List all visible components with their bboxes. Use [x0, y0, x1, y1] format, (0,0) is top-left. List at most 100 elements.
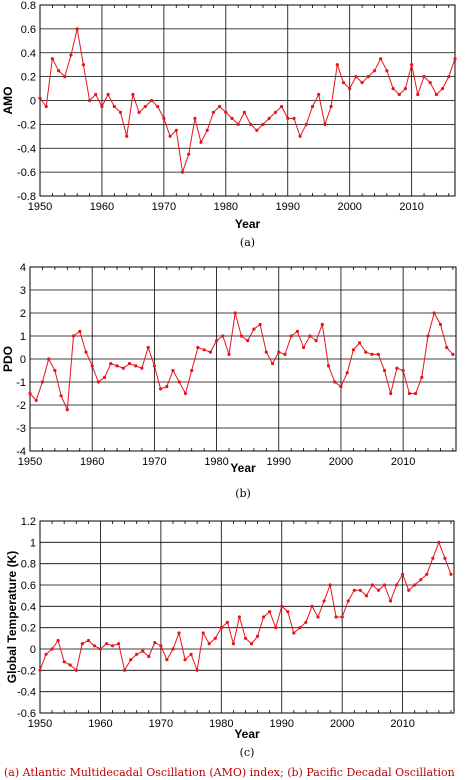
data-point: [339, 385, 343, 389]
data-point: [351, 348, 355, 352]
data-point: [388, 599, 393, 603]
data-point: [71, 334, 76, 338]
panel-label-a: (a): [240, 236, 255, 249]
figure-caption: (a) Atlantic Multidecadal Oscillation (A…: [4, 766, 455, 779]
grid: [30, 267, 456, 451]
y-tick-label: 0.2: [21, 623, 36, 635]
data-point: [304, 122, 308, 126]
data-point: [230, 116, 234, 120]
data-point: [360, 81, 364, 85]
series-amo: [38, 27, 457, 174]
data-point: [333, 380, 337, 384]
data-point: [397, 92, 401, 97]
data-point: [403, 87, 407, 91]
data-point: [372, 69, 377, 73]
data-point: [310, 104, 315, 109]
data-point: [320, 322, 324, 327]
data-point: [34, 398, 38, 402]
data-point: [261, 122, 265, 126]
data-point: [121, 366, 125, 370]
data-point: [310, 604, 314, 608]
data-point: [165, 658, 169, 662]
data-point: [246, 339, 250, 343]
data-point: [159, 644, 163, 648]
x-tick-label: 2000: [337, 201, 361, 213]
data-point: [63, 75, 67, 79]
data-point: [38, 668, 42, 672]
x-tick-label: 2010: [390, 718, 414, 730]
grid: [40, 521, 454, 713]
data-point: [416, 92, 420, 97]
data-point: [110, 644, 115, 648]
data-point: [44, 104, 48, 109]
data-point: [274, 626, 278, 630]
data-point: [264, 350, 268, 354]
y-tick-label: 3: [20, 285, 26, 297]
data-point: [370, 352, 374, 356]
data-point: [258, 322, 262, 327]
data-point: [273, 110, 277, 114]
y-tick-label: 0.4: [21, 601, 36, 613]
data-point: [135, 652, 139, 656]
x-tick-label: 2010: [391, 456, 415, 468]
data-point: [292, 116, 296, 120]
data-point: [109, 362, 113, 366]
data-point: [183, 391, 188, 396]
data-point: [193, 116, 197, 120]
data-point: [267, 116, 271, 120]
data-point: [364, 594, 368, 598]
data-point: [280, 104, 284, 109]
data-point: [165, 385, 169, 389]
data-point: [115, 364, 119, 368]
chart-global-temperature: 1950 1960 1970 1980 1990 2000 2010 -0.6 -0.4 -0.2…: [5, 516, 455, 759]
data-point: [137, 110, 141, 114]
y-tick-label: 0.4: [21, 48, 36, 60]
data-point: [295, 329, 299, 333]
data-point: [451, 352, 455, 356]
data-point: [112, 104, 116, 109]
panel-label-c: (c): [240, 746, 255, 759]
data-point: [243, 636, 248, 640]
data-point: [90, 364, 94, 368]
data-point: [233, 311, 237, 315]
data-point: [348, 87, 352, 91]
data-point: [341, 81, 346, 85]
data-point: [131, 92, 135, 97]
data-point: [215, 339, 219, 343]
data-point: [103, 375, 107, 379]
y-tick-label: -0.4: [17, 687, 36, 699]
data-point: [329, 104, 333, 109]
data-point: [376, 588, 381, 592]
data-point: [280, 604, 284, 608]
data-point: [156, 104, 160, 109]
x-tick-label: 1990: [270, 718, 294, 730]
data-point: [438, 322, 443, 327]
chart-pdo: 1950 1960 1970 1980 1990 2000 2010 -4 -3 -2 -1 0 1 2 3…: [1, 262, 457, 500]
y-tick-label: -0.6: [17, 708, 36, 720]
x-tick-label: 1960: [80, 456, 104, 468]
data-point: [304, 620, 308, 624]
data-point: [249, 122, 253, 126]
data-point: [449, 572, 453, 576]
data-point: [283, 352, 287, 356]
data-point: [88, 98, 92, 103]
data-point: [50, 57, 55, 61]
data-point: [205, 128, 209, 132]
x-tick-label: 1980: [204, 456, 228, 468]
data-point: [391, 87, 395, 91]
data-point: [162, 116, 166, 120]
x-tick-label: 2000: [329, 456, 353, 468]
data-point: [322, 599, 326, 603]
y-tick-label: -0.6: [17, 167, 36, 179]
data-point: [422, 75, 426, 79]
data-point: [75, 27, 79, 31]
y-tick-label: 0: [20, 354, 26, 366]
x-tick-label: 1970: [152, 201, 176, 213]
data-point: [153, 641, 157, 645]
data-point: [382, 583, 387, 587]
panel-label-b: (b): [235, 487, 251, 500]
data-point: [231, 642, 235, 646]
data-point: [195, 668, 199, 672]
data-point: [401, 572, 405, 576]
